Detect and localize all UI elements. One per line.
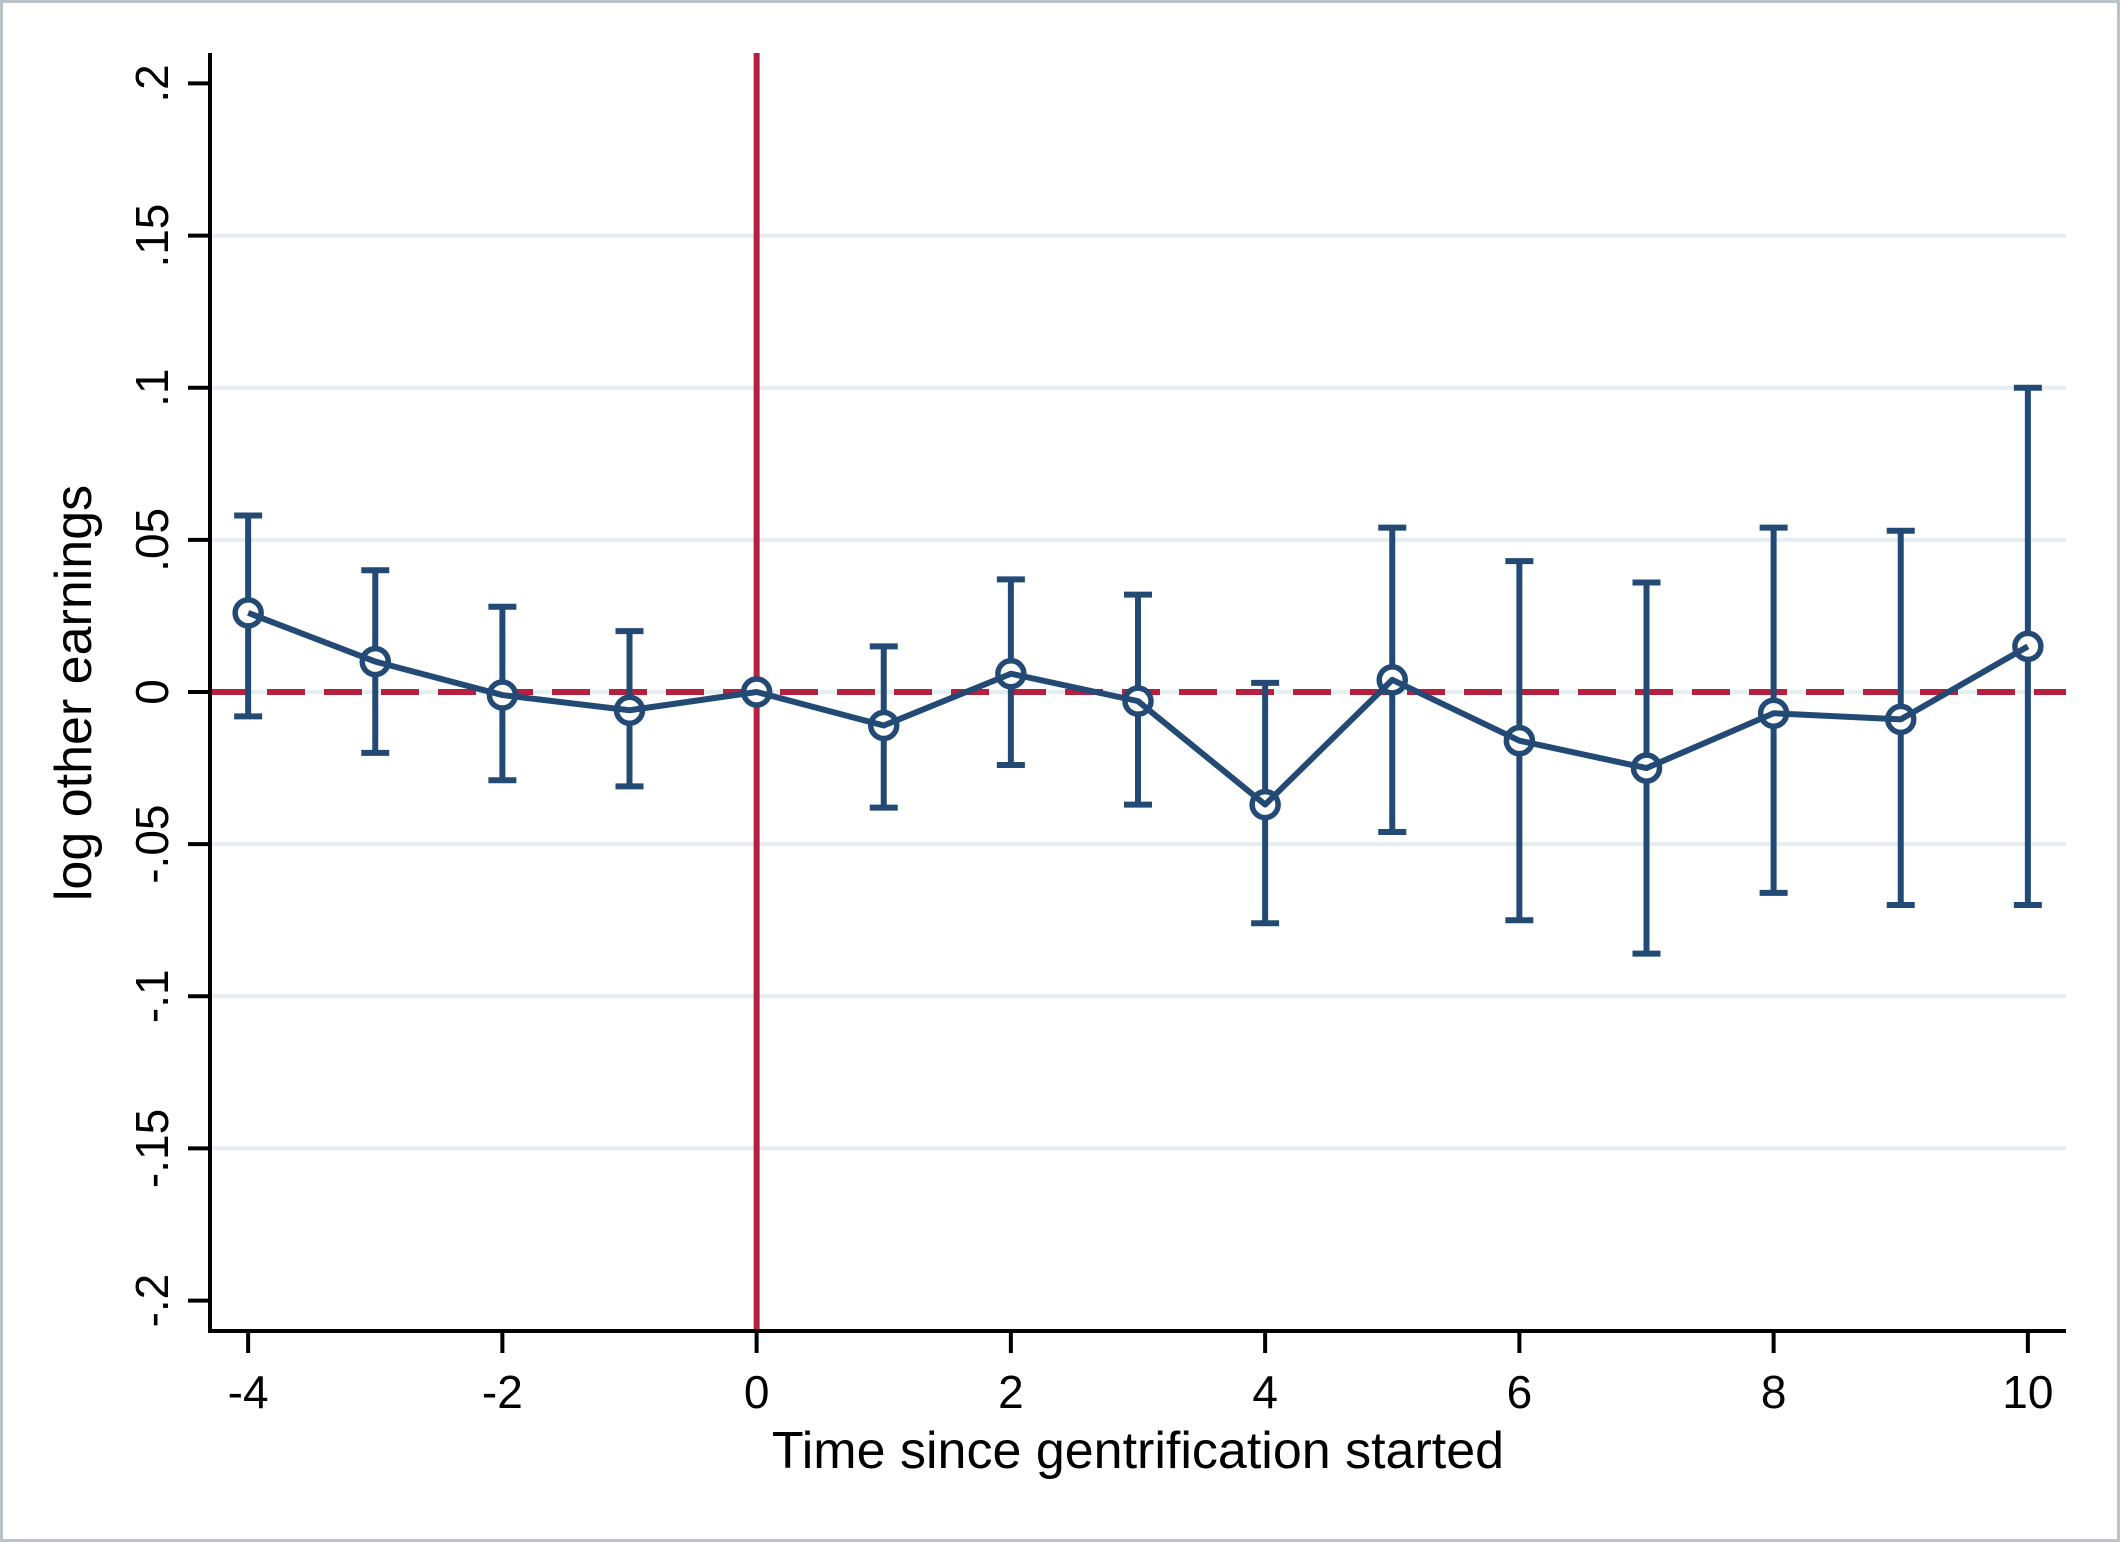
x-tick-label: 10 [2002, 1366, 2053, 1418]
y-tick-label: -.1 [126, 969, 178, 1023]
x-tick-label: 2 [998, 1366, 1024, 1418]
x-tick-label: 8 [1761, 1366, 1787, 1418]
y-tick-label: 0 [126, 679, 178, 705]
y-tick-label: .2 [126, 64, 178, 102]
x-tick-label: -2 [482, 1366, 523, 1418]
y-tick-label: .1 [126, 369, 178, 407]
event-study-chart: .2 .15 .1 .05 0 -.05 -.1 -.15 -.2 -4 -2 0 2 4 6 8 10 Tim… [45, 53, 2066, 1480]
x-tick-label: 0 [744, 1366, 770, 1418]
data-series [232, 384, 2044, 957]
y-axis-title: log other earnings [45, 485, 103, 901]
axes: .2 .15 .1 .05 0 -.05 -.1 -.15 -.2 -4 -2 0 2 4 6 8 10 [126, 53, 2066, 1418]
y-tick-label: .15 [126, 204, 178, 268]
y-tick-label: -.2 [126, 1274, 178, 1328]
x-tick-label: 4 [1252, 1366, 1278, 1418]
x-tick-label: 6 [1507, 1366, 1533, 1418]
y-tick-label: -.05 [126, 805, 178, 884]
estimate-line [247, 610, 2030, 808]
x-tick-label: -4 [228, 1366, 269, 1418]
x-axis-title: Time since gentrification started [772, 1422, 1504, 1480]
y-tick-label: -.15 [126, 1109, 178, 1188]
y-tick-label: .05 [126, 508, 178, 572]
